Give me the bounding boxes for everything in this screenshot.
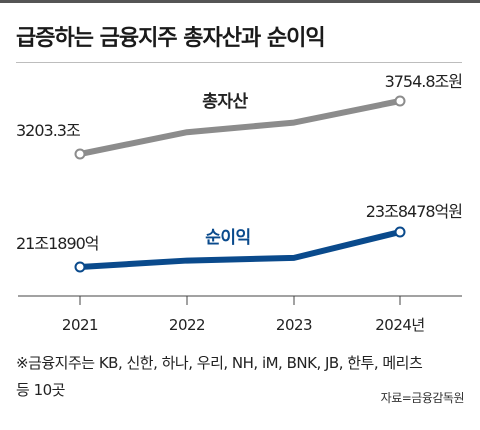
x-tick-label: 2024년	[375, 316, 424, 334]
chart-title: 급증하는 금융지주 총자산과 순이익	[16, 26, 326, 51]
x-tick-label: 2022	[169, 316, 205, 334]
x-tick-label: 2023	[276, 316, 312, 334]
data-point-assets	[74, 148, 86, 160]
data-point-assets	[394, 95, 406, 107]
data-point-profit	[74, 261, 86, 273]
assets-end-label: 3754.8조원	[385, 72, 462, 91]
series-name-assets: 총자산	[202, 92, 248, 112]
assets-start-label: 3203.3조	[16, 121, 80, 140]
series-line-assets	[77, 98, 403, 157]
profit-end-label: 23조8478억원	[366, 202, 462, 221]
x-tick-label: 2021	[62, 316, 98, 334]
series-line-profit	[77, 229, 403, 270]
source-credit: 자료=금융감독원	[380, 391, 465, 405]
title-divider	[16, 62, 462, 63]
footnote: ※금융지주는 KB, 신한, 하나, 우리, NH, iM, BNK, JB, …	[16, 354, 423, 399]
top-rule	[0, 0, 480, 3]
series-name-profit: 순이익	[205, 228, 250, 248]
profit-start-label: 21조1890억	[16, 234, 99, 253]
data-point-profit	[394, 226, 406, 238]
line-chart: 2021 2022 2023 2024년 총자산 순이익 3203.3조 3754.8…	[16, 72, 463, 334]
